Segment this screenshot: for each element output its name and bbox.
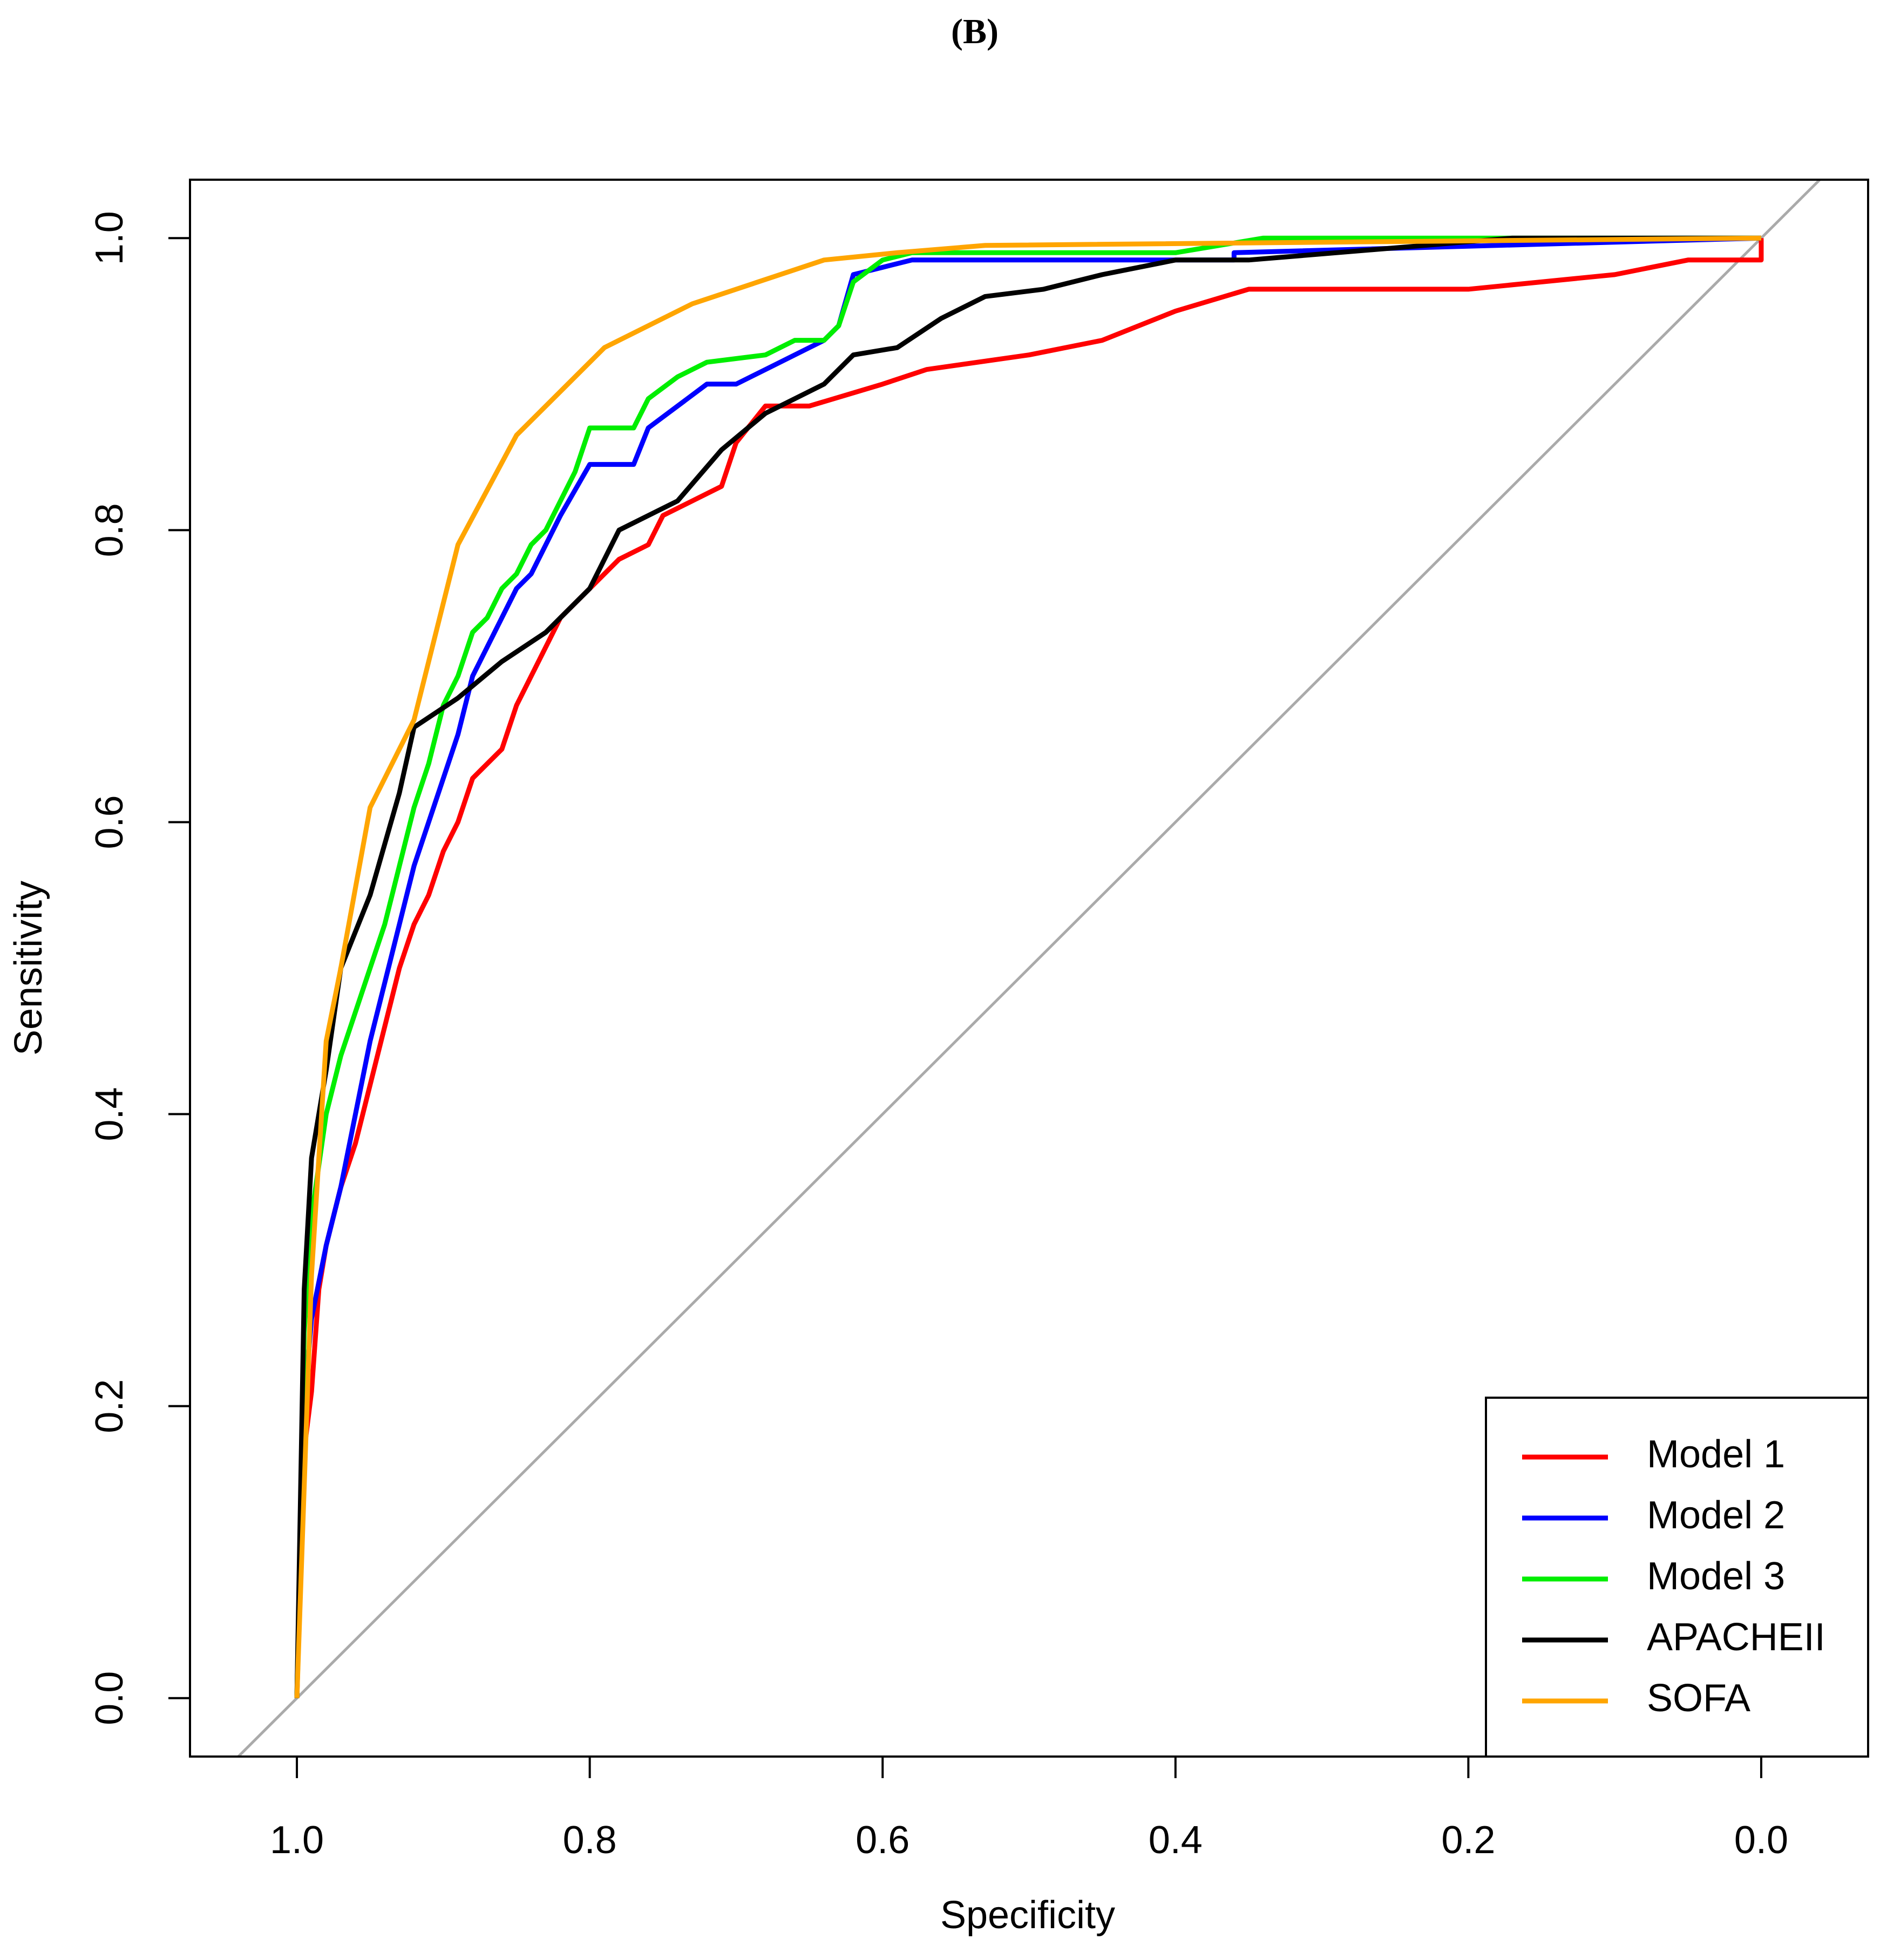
- legend-label: Model 1: [1647, 1433, 1785, 1476]
- plot-frame: [189, 179, 1869, 1758]
- reference-line: [236, 180, 1822, 1757]
- x-tick-label: 1.0: [270, 1819, 324, 1862]
- series-line: [294, 235, 1761, 1698]
- x-tick-label: 0.4: [1149, 1819, 1203, 1862]
- chart-title: (B): [951, 12, 999, 51]
- series-line: [294, 235, 1761, 1698]
- x-tick-label: 0.8: [563, 1819, 617, 1862]
- x-axis-label: Specificity: [940, 1894, 1115, 1937]
- legend-label: Model 2: [1647, 1494, 1785, 1537]
- y-tick-label: 1.0: [88, 211, 131, 265]
- y-axis-label: Sensitivity: [7, 881, 50, 1056]
- x-tick-label: 0.2: [1441, 1819, 1495, 1862]
- legend-label: APACHEII: [1647, 1616, 1825, 1659]
- x-tick-label: 0.6: [856, 1819, 909, 1862]
- legend-label: SOFA: [1647, 1677, 1750, 1720]
- y-tick-label: 0.0: [88, 1671, 131, 1725]
- series-line: [294, 235, 1761, 1698]
- x-tick-label: 0.0: [1734, 1819, 1788, 1862]
- legend-label: Model 3: [1647, 1555, 1785, 1598]
- y-tick-label: 0.8: [88, 503, 131, 557]
- y-tick-label: 0.6: [88, 795, 131, 849]
- y-tick-label: 0.2: [88, 1379, 131, 1433]
- y-tick-label: 0.4: [88, 1087, 131, 1141]
